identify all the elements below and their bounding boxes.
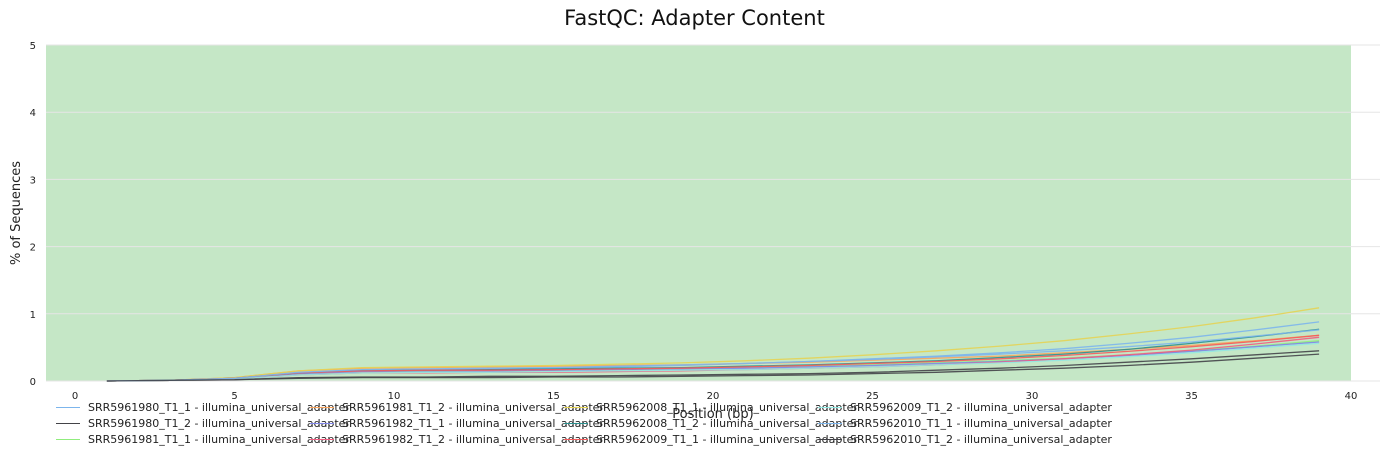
x-tick-label: 5 [231,391,237,402]
series-line-10 [106,342,1320,382]
x-tick-label: 15 [547,391,560,402]
legend-label: SRR5962009_T1_1 - illumina_universal_ada… [596,432,858,446]
plot-band [46,45,1351,381]
series-line-7 [106,307,1320,382]
legend-label: SRR5961980_T1_2 - illumina_universal_ada… [88,416,350,430]
legend-label: SRR5961980_T1_1 - illumina_universal_ada… [88,400,350,414]
legend-label: SRR5962010_T1_2 - illumina_universal_ada… [850,432,1112,446]
legend-item[interactable]: SRR5962009_T1_1 - illumina_universal_ada… [564,431,858,447]
legend-item[interactable]: SRR5961980_T1_2 - illumina_universal_ada… [56,415,350,431]
legend-label: SRR5962008_T1_2 - illumina_universal_ada… [596,416,858,430]
x-tick-label: 0 [72,391,78,402]
y-axis-label: % of Sequences [9,161,24,265]
legend-label: SRR5962009_T1_2 - illumina_universal_ada… [850,400,1112,414]
x-axis-label: Position (bp) [672,407,753,422]
x-tick-label: 40 [1345,391,1358,402]
series-line-11 [106,329,1320,382]
legend-label: SRR5962010_T1_1 - illumina_universal_ada… [850,416,1112,430]
y-tick-label: 5 [30,41,36,52]
legend-swatch [818,406,842,408]
x-tick-label: 20 [707,391,720,402]
legend-swatch [564,406,588,408]
legend-label: SRR5962008_T1_1 - illumina_universal_ada… [596,400,858,414]
plot-band-layer [46,45,1351,381]
series-line-12 [106,350,1320,382]
legend-item[interactable]: SRR5962008_T1_2 - illumina_universal_ada… [564,415,858,431]
legend-swatch [310,422,334,424]
series-line-9 [106,334,1320,382]
axis-layer: 0 1 2 3 4 5 0 5 10 15 20 25 30 35 40 [30,41,1358,402]
x-tick-label: 10 [388,391,401,402]
legend-label: SRR5961981_T1_2 - illumina_universal_ada… [342,400,604,414]
legend-label: SRR5961981_T1_1 - illumina_universal_ada… [88,432,350,446]
legend-label: SRR5961982_T1_1 - illumina_universal_ada… [342,416,604,430]
legend-item[interactable]: SRR5962009_T1_2 - illumina_universal_ada… [818,399,1112,415]
y-tick-label: 3 [30,175,36,186]
legend-item[interactable]: SRR5961981_T1_1 - illumina_universal_ada… [56,431,350,447]
x-tick-label: 25 [866,391,879,402]
legend-swatch [310,438,334,440]
legend-swatch [310,406,334,408]
x-tick-label: 30 [1026,391,1039,402]
grid-layer [46,44,1380,382]
y-tick-label: 0 [30,377,36,388]
legend-item[interactable]: SRR5961981_T1_2 - illumina_universal_ada… [310,399,604,415]
legend-item[interactable]: SRR5962010_T1_2 - illumina_universal_ada… [818,431,1112,447]
legend-swatch [564,422,588,424]
legend-item[interactable]: SRR5961982_T1_1 - illumina_universal_ada… [310,415,604,431]
y-tick-label: 1 [30,310,36,321]
legend-item[interactable]: SRR5961982_T1_2 - illumina_universal_ada… [310,431,604,447]
legend-label: SRR5961982_T1_2 - illumina_universal_ada… [342,432,604,446]
legend-swatch [564,438,588,440]
legend-swatch [56,422,80,424]
legend-item[interactable]: SRR5961980_T1_1 - illumina_universal_ada… [56,399,350,415]
legend-item[interactable]: SRR5962010_T1_1 - illumina_universal_ada… [818,415,1112,431]
series-layer [106,307,1320,382]
legend-item[interactable]: SRR5962008_T1_1 - illumina_universal_ada… [564,399,858,415]
legend-swatch [56,438,80,440]
legend-swatch [818,422,842,424]
x-tick-label: 35 [1185,391,1198,402]
legend-swatch [56,406,80,408]
y-tick-label: 4 [30,108,36,119]
chart-title: FastQC: Adapter Content [564,6,825,30]
series-line-2 [106,353,1320,382]
y-tick-label: 2 [30,243,36,254]
legend-swatch [818,438,842,440]
